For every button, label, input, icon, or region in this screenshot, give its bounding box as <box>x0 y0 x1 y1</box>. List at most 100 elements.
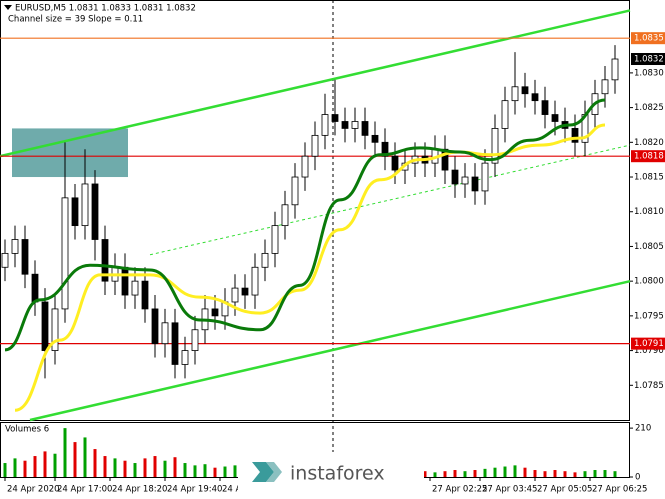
x-tick-label: 24 Apr 17:00 <box>57 485 112 495</box>
chart-subtitle: Channel size = 39 Slope = 0.11 <box>8 15 143 25</box>
x-tick-label: 24 Apr 2020 <box>7 485 60 495</box>
x-tick-label: 27 Apr 02:25 <box>432 485 487 495</box>
level-label-bg <box>631 32 665 45</box>
volume-bar <box>203 464 207 477</box>
candle-body <box>261 252 269 268</box>
candle-body <box>461 176 469 185</box>
level-label: 1.0835 <box>634 34 664 44</box>
volume-bar <box>133 463 137 477</box>
candle-body <box>301 155 309 178</box>
volume-bar <box>423 471 427 477</box>
level-label-bg <box>631 337 665 350</box>
candle-body <box>41 301 49 351</box>
y-tick-label: 1.0825 <box>634 103 664 113</box>
x-tick-label: 27 Apr 05:05 <box>537 485 592 495</box>
volume-bar <box>33 456 37 477</box>
candle-body <box>161 322 169 345</box>
channel-upper <box>0 9 631 158</box>
volume-bar <box>463 471 467 477</box>
volume-bar <box>173 457 177 477</box>
volume-bar <box>73 442 77 477</box>
menu-arrow <box>4 5 12 10</box>
volume-bar <box>223 466 227 477</box>
candle-body <box>71 197 79 227</box>
volume-bar <box>213 467 217 477</box>
moving-average <box>4 98 606 352</box>
y-tick-label: 1.0790 <box>634 346 664 356</box>
volume-bar <box>573 472 577 477</box>
candle-body <box>51 308 59 351</box>
candle-body <box>481 162 489 192</box>
candle-body <box>151 308 159 345</box>
candle-body <box>541 100 549 115</box>
candle-body <box>331 114 339 122</box>
volume-bar <box>543 471 547 477</box>
candle-body <box>231 287 239 303</box>
candle-body <box>361 121 369 136</box>
level-label: 1.0818 <box>634 152 664 162</box>
candle-body <box>141 280 149 310</box>
candle-body <box>61 197 69 310</box>
y-tick-label: 1.0820 <box>634 138 664 148</box>
candle-body <box>351 121 359 129</box>
candle-body <box>121 266 129 296</box>
volume-bar <box>563 471 567 477</box>
volume-bar <box>583 471 587 477</box>
candle-body <box>381 141 389 157</box>
candle-body <box>31 273 39 303</box>
candle-body <box>1 252 9 268</box>
volume-bar <box>143 458 147 477</box>
watermark: instaforex <box>238 452 424 499</box>
candle-body <box>81 183 89 227</box>
x-tick-label: 27 Apr 03:45 <box>482 485 537 495</box>
volume-bar <box>163 460 167 477</box>
chart-title: EURUSD,M5 1.0831 1.0833 1.0831 1.0832 <box>15 4 196 14</box>
candle-body <box>511 86 519 102</box>
volume-bar <box>433 472 437 477</box>
candle-body <box>181 350 189 365</box>
candle-body <box>371 134 379 143</box>
y-tick-label: 1.0800 <box>634 277 664 287</box>
candle-body <box>171 322 179 365</box>
x-tick-label: 24 Apr 19:40 <box>167 485 222 495</box>
volume-bar <box>153 456 157 477</box>
volume-bar <box>603 470 607 477</box>
candle-body <box>531 93 539 102</box>
volume-bar <box>23 460 27 477</box>
candle-body <box>451 169 459 185</box>
candle-body <box>441 148 449 171</box>
volume-bar <box>453 470 457 477</box>
plot-frame <box>0 0 630 421</box>
candle-body <box>491 128 499 164</box>
y-tick-label: 1.0810 <box>634 207 664 217</box>
volume-tick-label: 0 <box>635 473 640 483</box>
volume-tick-label: 210 <box>635 424 651 434</box>
volume-bar <box>443 471 447 477</box>
channel-middle <box>149 144 631 256</box>
candle-body <box>101 239 109 282</box>
candle-body <box>311 134 319 157</box>
volume-bar <box>13 458 17 477</box>
candle-body <box>341 121 349 129</box>
candle-body <box>21 239 29 275</box>
zone <box>12 128 128 178</box>
volume-bar <box>483 468 487 477</box>
candle-body <box>91 183 99 240</box>
candle-body <box>321 114 329 136</box>
volume-bar <box>233 465 237 477</box>
y-tick-label: 1.0815 <box>634 173 664 183</box>
candle-body <box>241 287 249 296</box>
y-tick-label: 1.0805 <box>634 242 664 252</box>
volume-bar <box>593 470 597 477</box>
volume-bar <box>503 466 507 477</box>
volume-bar <box>513 465 517 477</box>
volume-bar <box>3 463 7 477</box>
y-tick-label: 1.0785 <box>634 381 664 391</box>
y-tick-label: 1.0795 <box>634 311 664 321</box>
candle-body <box>191 329 199 351</box>
volume-title: Volumes 6 <box>5 425 49 435</box>
moving-average <box>14 123 606 412</box>
logo-icon <box>252 462 282 482</box>
